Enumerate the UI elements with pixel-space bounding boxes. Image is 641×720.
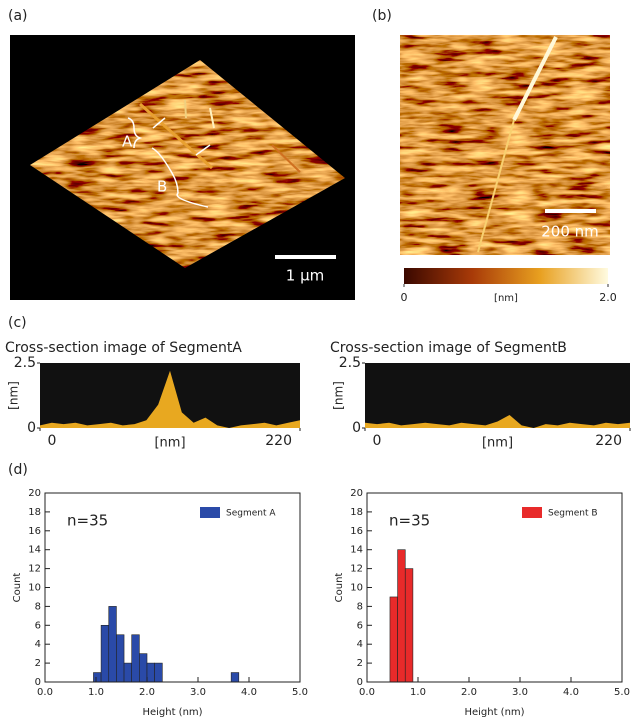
histogram-bar — [100, 624, 110, 683]
y-tick-label: 2.5 — [14, 355, 36, 371]
x-tick-label: 1.0 — [88, 687, 104, 698]
afm-image — [400, 35, 610, 255]
y-tick-label: 2.5 — [339, 355, 361, 371]
fiber — [271, 144, 301, 173]
fiber — [477, 119, 515, 253]
x-axis-label: Height (nm) — [142, 707, 202, 718]
x-tick-label: 2.0 — [461, 687, 477, 698]
histogram-bar — [230, 672, 240, 683]
histogram-bar — [146, 662, 155, 683]
brace — [151, 147, 209, 208]
y-tick-label: 8 — [357, 601, 363, 612]
scale-bar-label: 200 nm — [541, 223, 599, 241]
y-tick-label: 18 — [350, 507, 363, 518]
y-tick-label: 10 — [350, 583, 363, 594]
segment-label: B — [157, 178, 167, 196]
y-tick-label: 0 — [357, 677, 363, 688]
y-tick-label: 2 — [35, 658, 41, 669]
y-tick-label: 4 — [357, 639, 363, 650]
x-tick-label: 0.0 — [359, 687, 375, 698]
x-tick-label: 220 — [265, 433, 292, 449]
fiber — [139, 102, 213, 170]
brace — [127, 117, 143, 149]
fiber — [512, 36, 558, 121]
x-tick-label: 1.0 — [410, 687, 426, 698]
chart-title: Cross-section image of SegmentA — [5, 340, 242, 356]
chart-title: Cross-section image of SegmentB — [330, 340, 567, 356]
segment-label: A — [122, 133, 133, 151]
x-axis-label: [nm] — [154, 436, 185, 451]
panel-label: (c) — [8, 315, 27, 331]
x-tick-label: 2.0 — [139, 687, 155, 698]
histogram-bar — [131, 634, 140, 683]
colorbar-tick-label: 2.0 — [599, 291, 617, 304]
x-tick-label: 3.0 — [512, 687, 528, 698]
y-axis-label: Count — [12, 573, 23, 603]
y-axis-label: [nm] — [7, 381, 21, 410]
x-tick-label: 5.0 — [614, 687, 630, 698]
colorbar-label: [nm] — [494, 293, 518, 304]
y-tick-label: 10 — [28, 583, 41, 594]
x-tick-label: 4.0 — [241, 687, 257, 698]
histogram-bar — [93, 672, 102, 683]
x-tick-label: 0 — [48, 433, 57, 449]
y-tick-label: 14 — [28, 545, 41, 556]
arrow — [195, 144, 211, 156]
y-tick-label: 16 — [350, 526, 363, 537]
histogram-bar — [139, 653, 148, 683]
y-axis-label: [nm] — [332, 381, 346, 410]
histogram-bar — [404, 568, 414, 683]
y-axis-label: Count — [334, 573, 345, 603]
histogram-bar — [108, 606, 117, 683]
legend-label: Segment A — [226, 509, 276, 519]
afm-surface — [30, 60, 345, 268]
y-tick-label: 12 — [28, 564, 41, 575]
panel-label: (d) — [8, 462, 28, 478]
y-tick-label: 8 — [35, 601, 41, 612]
histogram-bar — [397, 549, 406, 683]
annotation: n=35 — [389, 512, 430, 530]
fiber — [184, 99, 187, 119]
y-tick-label: 6 — [357, 620, 363, 631]
y-tick-label: 18 — [28, 507, 41, 518]
histogram-bar — [389, 596, 398, 683]
annotation: n=35 — [67, 512, 108, 530]
histogram-bar — [116, 634, 125, 683]
area — [40, 370, 300, 428]
x-axis-label: Height (nm) — [464, 707, 524, 718]
x-axis-label: [nm] — [482, 436, 513, 451]
arrow — [152, 117, 166, 129]
y-tick-label: 2 — [357, 658, 363, 669]
x-tick-label: 5.0 — [292, 687, 308, 698]
panel-label: (a) — [8, 8, 28, 24]
fiber — [209, 107, 215, 129]
x-tick-label: 3.0 — [190, 687, 206, 698]
histogram-bar — [123, 662, 133, 683]
x-tick-label: 0.0 — [37, 687, 53, 698]
x-tick-label: 220 — [595, 433, 622, 449]
legend-label: Segment B — [548, 509, 598, 519]
y-tick-label: 14 — [350, 545, 363, 556]
legend-swatch — [200, 507, 220, 518]
panel-label: (b) — [372, 8, 392, 24]
area — [365, 415, 630, 428]
y-tick-label: 0 — [35, 677, 41, 688]
y-tick-label: 12 — [350, 564, 363, 575]
y-tick-label: 4 — [35, 639, 41, 650]
y-tick-label: 0 — [352, 420, 361, 436]
x-tick-label: 4.0 — [563, 687, 579, 698]
scale-bar-label: 1 μm — [286, 267, 324, 285]
x-tick-label: 0 — [373, 433, 382, 449]
colorbar — [404, 268, 608, 284]
y-tick-label: 0 — [27, 420, 36, 436]
y-tick-label: 20 — [350, 488, 363, 499]
y-tick-label: 16 — [28, 526, 41, 537]
plot-background — [365, 363, 630, 428]
y-tick-label: 6 — [35, 620, 41, 631]
y-tick-label: 20 — [28, 488, 41, 499]
legend-swatch — [522, 507, 542, 518]
histogram-bar — [154, 662, 163, 683]
colorbar-tick-label: 0 — [401, 291, 408, 304]
